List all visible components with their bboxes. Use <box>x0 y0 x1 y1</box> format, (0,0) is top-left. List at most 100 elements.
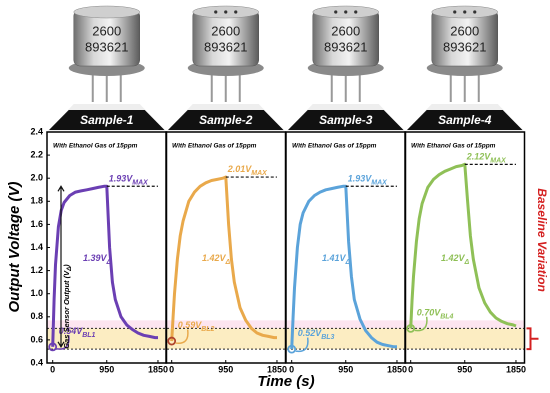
x-tick-label: 0 <box>289 364 294 374</box>
max-label-main: 2.12V <box>466 152 492 162</box>
delta-label-main: 1.39V <box>83 253 108 263</box>
delta-label-sub: Δ <box>106 259 112 266</box>
delta-label: 1.39VΔ <box>83 253 112 265</box>
y-axis-label: Output Voltage (V) <box>6 181 23 312</box>
baseline-arrow <box>414 316 428 332</box>
sensor-marking: 2600 <box>331 23 360 38</box>
y-tick-label: 1.4 <box>30 242 43 252</box>
sensor-marking: 2600 <box>211 23 240 38</box>
x-tick-label: 1850 <box>387 364 407 374</box>
baseline-label: 0.70VBL4 <box>417 308 454 320</box>
sample-header: Sample-4 <box>438 113 492 127</box>
baseline-label-sub: BL2 <box>201 326 214 333</box>
sensor-hole <box>224 10 228 14</box>
max-label: 2.01VMAX <box>227 164 268 176</box>
baseline-label: 0.52VBL3 <box>298 329 335 341</box>
sensor-output-label: Gas Sensor Output (VΔ) <box>62 264 73 349</box>
sensor-hole <box>463 10 467 14</box>
y-tick-label: 0.4 <box>30 357 43 367</box>
y-tick-label: 2.2 <box>30 149 43 159</box>
max-label-sub: MAX <box>371 179 388 186</box>
sensor-marking: 893621 <box>85 39 128 54</box>
response-curve <box>409 162 517 329</box>
x-tick-label: 1850 <box>148 364 168 374</box>
y-tick-label: 0.6 <box>30 334 43 344</box>
y-tick-label: 1.2 <box>30 265 43 275</box>
delta-label-sub: Δ <box>225 259 231 266</box>
baseline-variation-label: Baseline Variation <box>535 188 549 292</box>
max-label-main: 1.93V <box>348 174 373 184</box>
max-label-sub: MAX <box>132 179 149 186</box>
sensor-hole <box>214 10 218 14</box>
sensor-marking: 2600 <box>92 23 121 38</box>
x-tick-label: 0 <box>408 364 413 374</box>
baseline-label-main: 0.70V <box>417 308 442 318</box>
panel-title: With Ethanol Gas of 15ppm <box>292 143 377 150</box>
sensor-marking: 893621 <box>324 39 367 54</box>
sensor-hole <box>234 10 238 14</box>
max-label-sub: MAX <box>490 157 507 164</box>
sample-banner <box>49 110 165 130</box>
y-tick-label: 2.0 <box>30 173 43 183</box>
baseline-label-main: 0.52V <box>298 329 323 339</box>
sensor-output-end: ) <box>62 264 71 268</box>
max-label: 1.93VMAX <box>348 174 388 186</box>
x-tick-label: 0 <box>50 364 55 374</box>
baseline-label-main: 0.59V <box>178 320 203 330</box>
sensor-output-text: Gas Sensor Output (V <box>62 270 71 349</box>
panel-title: With Ethanol Gas of 15ppm <box>411 143 496 150</box>
x-tick-label: 950 <box>338 364 353 374</box>
y-tick-label: 1.0 <box>30 288 43 298</box>
baseline-bracket <box>526 327 539 351</box>
sensor-marking: 2600 <box>450 23 479 38</box>
y-tick-label: 0.8 <box>30 311 43 321</box>
delta-label-main: 1.41V <box>322 253 347 263</box>
baseline-label: 0.54VBL1 <box>59 326 96 338</box>
delta-label-main: 1.42V <box>441 253 466 263</box>
baseline-label-sub: BL4 <box>440 313 453 320</box>
baseline-marker <box>287 344 297 354</box>
baseline-arrow <box>56 335 70 350</box>
delta-label-sub: Δ <box>345 259 351 266</box>
y-tick-label: 1.6 <box>30 219 43 229</box>
response-curve <box>170 175 277 342</box>
sample-header: Sample-2 <box>199 113 253 127</box>
baseline-arrow <box>175 329 189 345</box>
baseline-label-sub: BL1 <box>82 332 95 339</box>
sensor-output-arrow <box>57 185 65 348</box>
y-tick-label: 1.8 <box>30 196 43 206</box>
max-label-main: 2.01V <box>227 164 253 174</box>
sample-header: Sample-1 <box>80 113 134 127</box>
sample-header: Sample-3 <box>319 113 373 127</box>
delta-label-main: 1.42V <box>202 253 227 263</box>
baseline-marker <box>48 342 58 352</box>
max-label: 1.93VMAX <box>109 174 149 186</box>
delta-label: 1.42VΔ <box>202 253 231 265</box>
baseline-label-main: 0.54V <box>59 326 84 336</box>
sample-banner <box>407 110 523 130</box>
sensor-marking: 893621 <box>443 39 486 54</box>
y-tick-label: 2.4 <box>30 126 43 136</box>
sample-banner <box>168 110 284 130</box>
sensor-hole <box>344 10 348 14</box>
x-tick-label: 1850 <box>267 364 287 374</box>
sensor-hole <box>334 10 338 14</box>
x-axis-label: Time (s) <box>257 373 314 390</box>
x-tick-label: 0 <box>169 364 174 374</box>
sensor-hole <box>354 10 358 14</box>
max-label-sub: MAX <box>251 170 268 177</box>
x-tick-label: 1850 <box>506 364 526 374</box>
baseline-label-sub: BL3 <box>321 334 334 341</box>
panel-title: With Ethanol Gas of 15ppm <box>53 143 138 150</box>
response-curve <box>290 184 397 350</box>
baseline-label: 0.59VBL2 <box>178 320 215 332</box>
sample-banner <box>288 110 404 130</box>
delta-label-sub: Δ <box>464 259 470 266</box>
sensor-output-sub: Δ <box>67 267 73 272</box>
x-tick-label: 950 <box>457 364 472 374</box>
delta-label: 1.41VΔ <box>322 253 351 265</box>
panel-title: With Ethanol Gas of 15ppm <box>172 143 257 150</box>
sensor-hole <box>453 10 457 14</box>
sensor-marking: 893621 <box>204 39 247 54</box>
